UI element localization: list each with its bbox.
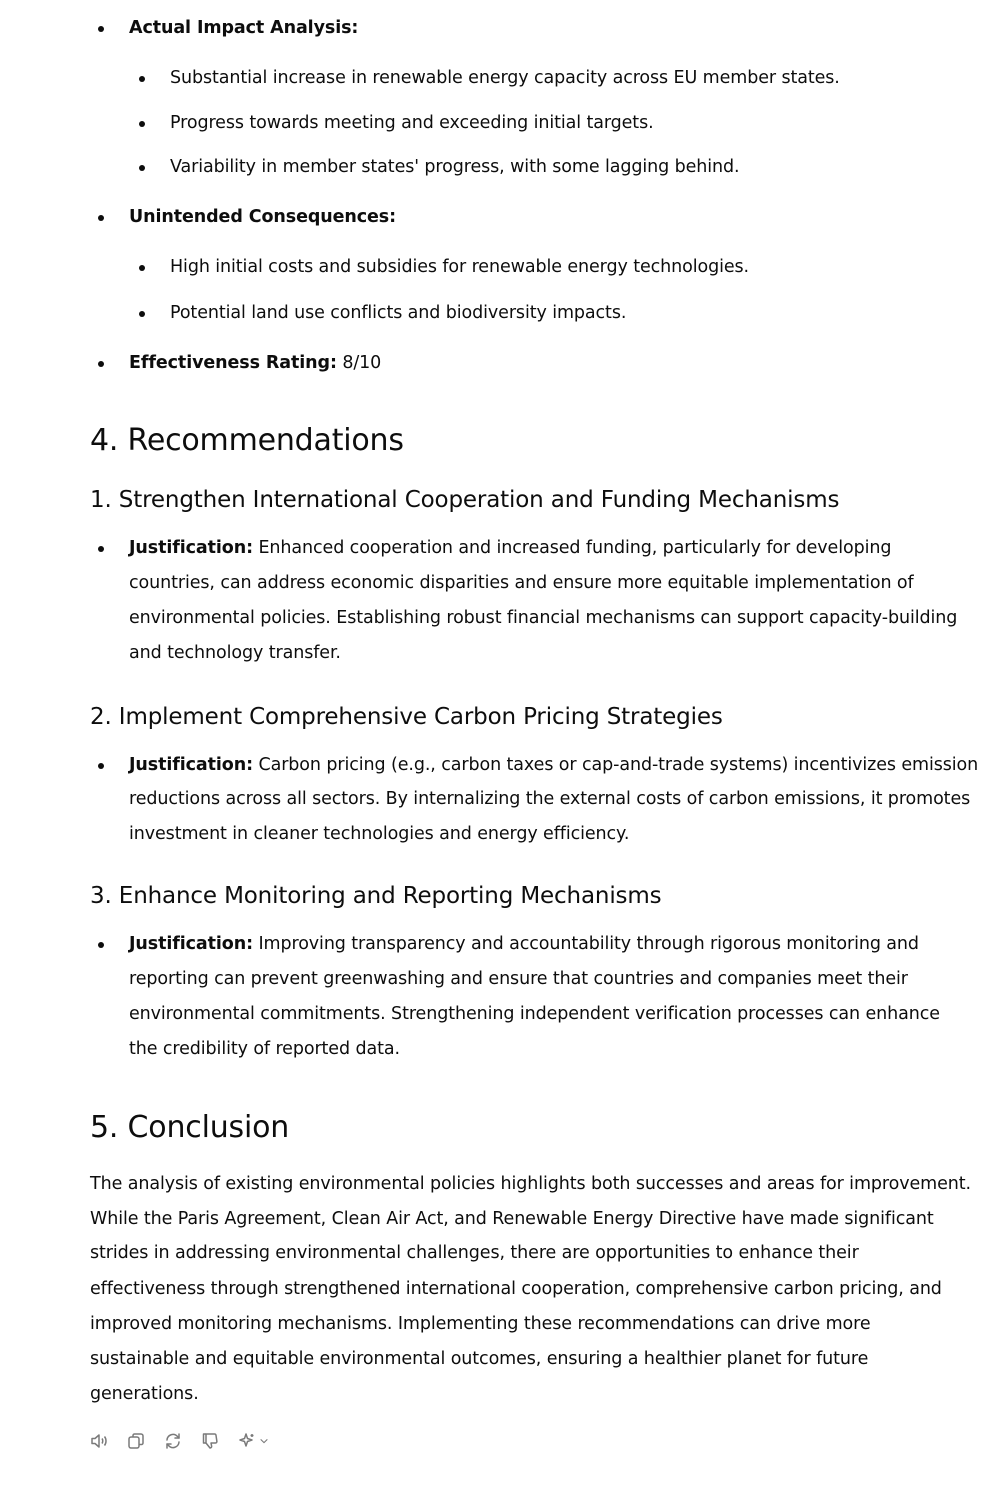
justification-line: Carbon pricing (e.g., carbon taxes or ca… [253,755,979,775]
bullet [98,215,104,221]
justification-line: investment in cleaner technologies and e… [129,824,630,844]
read-aloud-button[interactable] [86,1428,112,1454]
list-item: Progress towards meeting and exceeding i… [170,113,654,133]
regenerate-icon [166,1433,180,1449]
recommendation-title: 3. Enhance Monitoring and Reporting Mech… [90,883,662,909]
section-heading-conclusion: 5. Conclusion [90,1110,290,1145]
copy-button[interactable] [123,1428,149,1454]
bullet [139,165,145,171]
recommendation-justification: Justification: Enhanced cooperation and … [129,531,891,566]
conclusion-line: sustainable and equitable environmental … [90,1349,869,1369]
recommendation-justification: Justification: Carbon pricing (e.g., car… [129,748,978,783]
regenerate-button[interactable] [160,1428,186,1454]
justification-line: countries, can address economic disparit… [129,573,914,593]
justification-line: environmental commitments. Strengthening… [129,1004,940,1024]
recommendation-title: 1. Strengthen International Cooperation … [90,487,840,513]
justification-line: the credibility of reported data. [129,1039,400,1059]
conclusion-line: strides in addressing environmental chal… [90,1243,859,1263]
conclusion-line: The analysis of existing environmental p… [90,1174,971,1194]
bullet [139,121,145,127]
recommendation-title: 2. Implement Comprehensive Carbon Pricin… [90,704,723,730]
sparkle-model-icon [239,1433,254,1447]
list-item: High initial costs and subsidies for ren… [170,257,750,277]
bullet [98,546,104,552]
bullet [98,763,104,769]
justification-label: Justification: [129,538,253,558]
thumbs-down-icon [202,1433,218,1449]
justification-line: environmental policies. Establishing rob… [129,608,958,628]
justification-line: Enhanced cooperation and increased fundi… [253,538,892,558]
thumbs-down-button[interactable] [197,1428,223,1454]
bullet [139,311,145,317]
section-heading-recommendations: 4. Recommendations [90,423,404,458]
message-action-toolbar [86,1428,283,1454]
justification-line: reporting can prevent greenwashing and e… [129,969,908,989]
justification-line: and technology transfer. [129,643,341,663]
actual-impact-label: Actual Impact Analysis: [129,18,359,38]
conclusion-line: improved monitoring mechanisms. Implemen… [90,1314,871,1334]
recommendation-justification: Justification: Improving transparency an… [129,927,919,962]
justification-label: Justification: [129,755,253,775]
justification-line: Improving transparency and accountabilit… [253,934,919,954]
list-item: Substantial increase in renewable energy… [170,68,840,88]
effectiveness-rating: Effectiveness Rating: 8/10 [129,346,381,381]
bullet [98,26,104,32]
justification-label: Justification: [129,934,253,954]
chevron-down-icon [260,1438,268,1444]
conclusion-line: While the Paris Agreement, Clean Air Act… [90,1209,934,1229]
model-switch-button[interactable] [234,1428,272,1454]
bullet [139,76,145,82]
conclusion-line: effectiveness through strengthened inter… [90,1279,942,1299]
bullet [98,361,104,367]
effectiveness-rating-value: 8/10 [336,353,382,373]
bullet [139,265,145,271]
effectiveness-rating-label: Effectiveness Rating: [129,353,337,373]
bullet [98,942,104,948]
unintended-consequences-label: Unintended Consequences: [129,207,397,227]
list-item: Potential land use conflicts and biodive… [170,303,627,323]
conclusion-line: generations. [90,1384,199,1404]
speaker-icon [91,1434,107,1448]
list-item: Variability in member states' progress, … [170,157,740,177]
copy-icon [128,1433,144,1449]
justification-line: reductions across all sectors. By intern… [129,789,971,809]
